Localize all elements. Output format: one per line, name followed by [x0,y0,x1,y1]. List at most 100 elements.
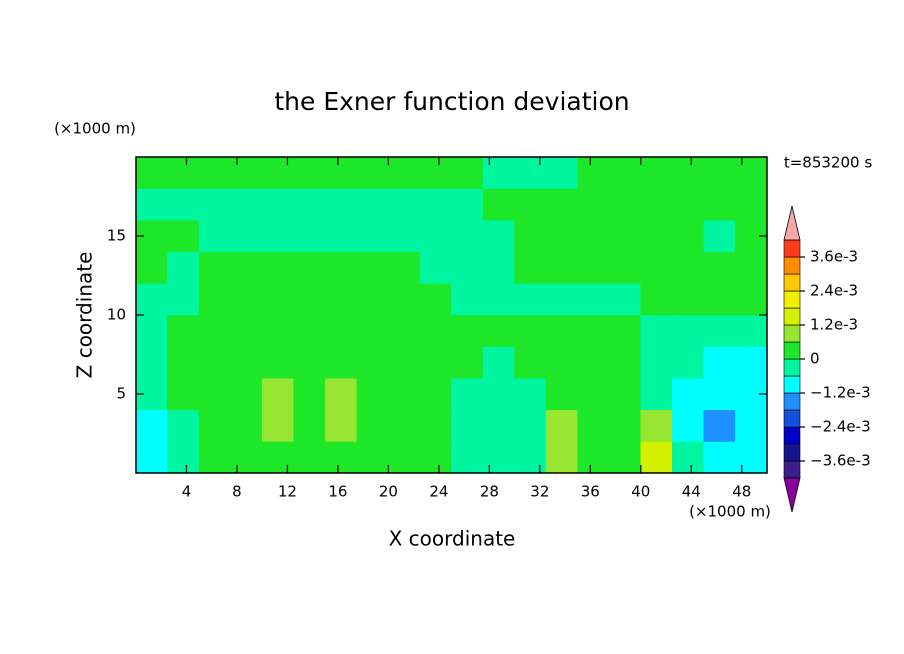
colorbar-box [783,426,801,445]
contour-cell [735,409,768,442]
contour-cell [640,188,673,221]
contour-cell [356,188,389,221]
contour-cell [356,251,389,284]
contour-cell [735,188,768,221]
x-tick-label: 24 [429,483,448,501]
contour-cell [230,314,263,347]
x-unit: (×1000 m) [689,503,771,521]
contour-cell [261,251,295,284]
contour-cell [640,283,673,316]
contour-cell [167,219,200,253]
contour-cell [388,156,421,189]
contour-cell [230,409,263,442]
contour-cell [261,188,295,221]
contour-cell [640,156,673,189]
contour-cell [703,377,736,411]
colorbar-box [783,358,801,377]
contour-cell [419,409,452,442]
colorbar-extend-top [783,205,801,241]
contour-cell [230,283,263,316]
contour-cell [514,283,547,316]
contour-cell [672,314,705,347]
contour-cell [672,346,705,379]
contour-cell [356,377,389,411]
colorbar-box [783,307,801,326]
contour-cell [198,441,231,474]
contour-cell [514,409,547,442]
contour-cell [356,283,389,316]
contour-cell [356,219,389,253]
colorbar-box [783,392,801,411]
y-tick-label: 15 [107,227,126,245]
contour-cell [388,314,421,347]
x-tick-label: 40 [631,483,650,501]
contour-cell [261,346,295,379]
contour-cell [703,219,736,253]
contour-cell [261,441,295,474]
contour-cell [324,188,358,221]
contour-cell [451,441,484,474]
colorbar-tick-label: −3.6e-3 [810,452,871,470]
contour-cell [293,156,326,189]
x-tick-label: 44 [682,483,701,501]
contour-cell [545,219,579,253]
contour-cell [482,188,515,221]
contour-cell [608,283,642,316]
contour-cell [545,156,579,189]
contour-cell [293,409,326,442]
contour-cell [482,441,515,474]
x-tick-label: 36 [581,483,600,501]
colorbar-tick-label: 2.4e-3 [810,282,858,300]
contour-cell [419,156,452,189]
contour-cell [545,314,579,347]
contour-cell [324,251,358,284]
colorbar-box [783,273,801,292]
colorbar-box [783,375,801,394]
contour-cell [482,314,515,347]
contour-cell [608,409,642,442]
colorbar-box [783,341,801,360]
contour-cell [482,219,515,253]
contour-cell [356,156,389,189]
contour-cell [324,314,358,347]
contour-cell [356,346,389,379]
contour-cell [419,441,452,474]
contour-cell [608,251,642,284]
x-tick-label: 48 [732,483,751,501]
y-tick-label: 5 [116,385,126,403]
contour-cell [608,346,642,379]
contour-cell [419,314,452,347]
contour-cell [514,441,547,474]
contour-cell [388,346,421,379]
contour-cell [514,251,547,284]
contour-cell [261,314,295,347]
contour-cell [735,283,768,316]
contour-cell [230,188,263,221]
contour-cell [703,188,736,221]
contour-cell [608,314,642,347]
contour-cell [167,314,200,347]
contour-cell [672,156,705,189]
contour-cell [261,283,295,316]
contour-cell [703,409,736,442]
colorbar-box [783,239,801,258]
contour-cell [451,314,484,347]
contour-cell [324,377,358,411]
contour-cell [167,409,200,442]
contour-cell [261,409,295,442]
contour-cell [135,188,168,221]
contour-cell [198,409,231,442]
contour-cell [293,219,326,253]
x-tick-label: 32 [530,483,549,501]
contour-cell [198,377,231,411]
contour-cell [672,188,705,221]
contour-cell [167,188,200,221]
contour-cell [419,346,452,379]
contour-cell [577,283,610,316]
y-axis-title: Z coordinate [73,252,97,379]
contour-cell [261,219,295,253]
colorbar-tick-label: −1.2e-3 [810,384,871,402]
contour-cell [198,251,231,284]
x-tick-label: 8 [232,483,242,501]
